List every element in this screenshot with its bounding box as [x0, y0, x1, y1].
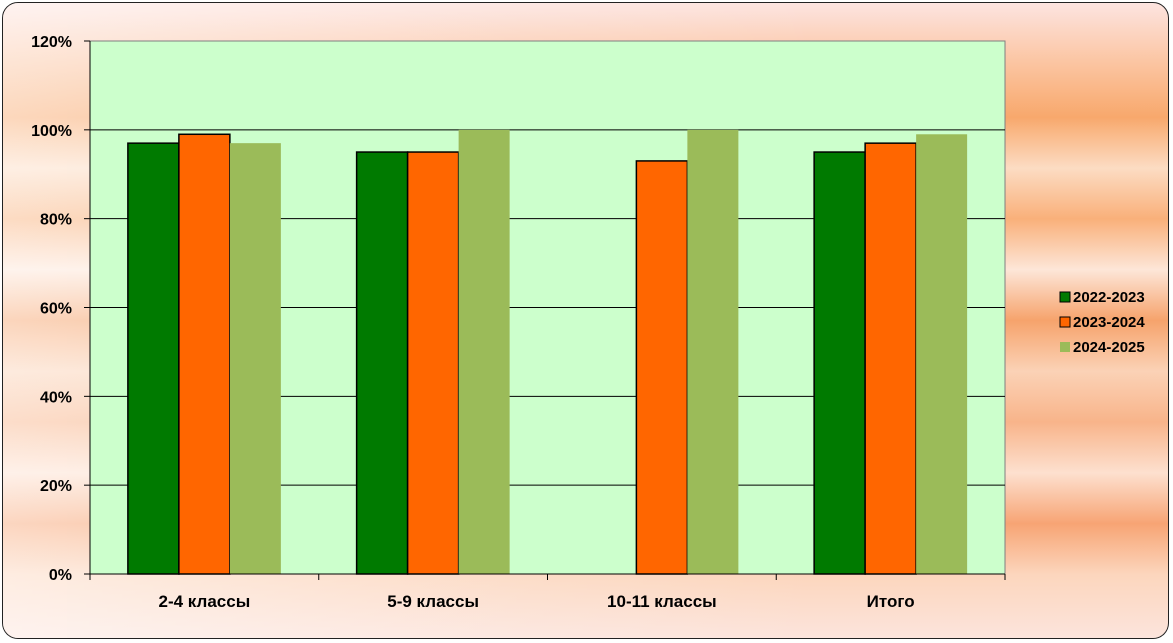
- x-category-label: 5-9 классы: [387, 592, 479, 611]
- legend-swatch: [1060, 342, 1070, 352]
- y-tick-label: 120%: [31, 34, 72, 51]
- axes: [89, 41, 1006, 580]
- bar: [406, 151, 460, 575]
- legend-label: 2023-2024: [1073, 314, 1145, 331]
- y-tick-label: 20%: [40, 478, 72, 495]
- bar: [229, 143, 281, 575]
- legend-label: 2022-2023: [1073, 289, 1145, 306]
- y-tick-label: 80%: [40, 212, 72, 229]
- y-tick-label: 0%: [49, 567, 72, 584]
- x-category-label: 10-11 классы: [607, 592, 717, 611]
- y-tick-label: 100%: [31, 123, 72, 140]
- legend-swatch: [1059, 316, 1071, 328]
- legend-swatch: [1059, 291, 1071, 303]
- x-category-label: 2-4 классы: [159, 592, 251, 611]
- x-axis-category-labels: 2-4 классы 5-9 классы 10-11 классы Итого: [159, 592, 915, 611]
- y-axis-tick-labels: 0% 20% 40% 60% 80% 100% 120%: [31, 34, 72, 584]
- bar: [916, 134, 968, 574]
- x-category-label: Итого: [867, 592, 915, 611]
- bar: [635, 160, 689, 575]
- bar: [127, 142, 180, 575]
- legend-label: 2024-2025: [1073, 339, 1145, 356]
- bar: [458, 129, 510, 575]
- y-tick-label: 40%: [40, 389, 72, 406]
- y-tick-label: 60%: [40, 301, 72, 318]
- bar: [355, 151, 409, 575]
- bar: [813, 151, 866, 575]
- bar: [178, 133, 231, 575]
- bar: [687, 129, 739, 575]
- bars: [127, 129, 968, 575]
- legend: 2022-2023 2023-2024 2024-2025: [1059, 289, 1145, 356]
- bar: [864, 142, 917, 575]
